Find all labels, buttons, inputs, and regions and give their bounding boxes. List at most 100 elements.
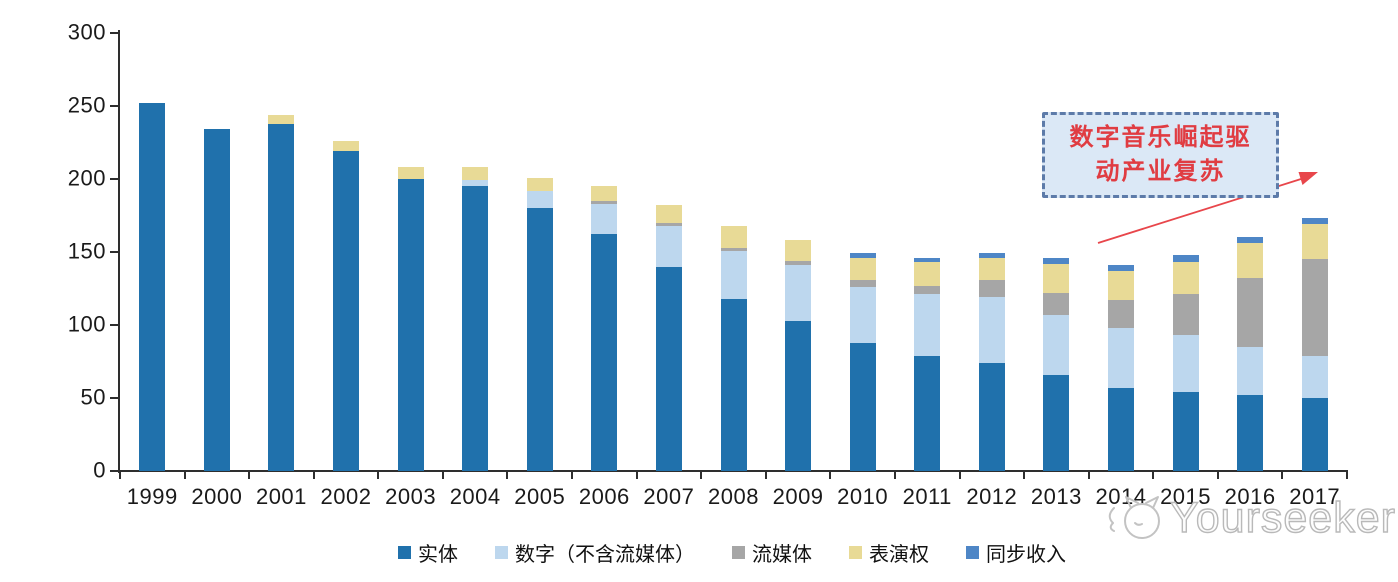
- x-axis-label: 2011: [902, 484, 952, 509]
- legend-label: 实体: [418, 544, 458, 566]
- bar-segment-2006-数字（不含流媒体）: [591, 203, 618, 235]
- legend-swatch-icon: [966, 546, 979, 559]
- x-axis-label: 2006: [578, 484, 630, 509]
- bar-segment-2016-流媒体: [1237, 278, 1264, 347]
- bar-segment-2013-表演权: [1043, 263, 1070, 293]
- bar-segment-2012-实体: [978, 362, 1005, 471]
- x-axis-label: 2007: [643, 484, 695, 509]
- bar-segment-2017-表演权: [1301, 224, 1328, 260]
- bar-segment-2009-实体: [785, 320, 812, 471]
- bar-segment-2005-实体: [526, 208, 553, 471]
- legend-swatch-icon: [495, 546, 508, 559]
- x-axis-label: 2000: [191, 484, 243, 509]
- y-axis: [118, 30, 120, 473]
- bar-segment-2009-流媒体: [785, 260, 812, 266]
- bar-segment-2002-表演权: [333, 141, 360, 152]
- x-axis-label: 2003: [385, 484, 437, 509]
- y-tick-label: 150: [67, 238, 106, 264]
- bar-segment-2008-流媒体: [720, 247, 747, 251]
- bar-segment-2011-数字（不含流媒体）: [914, 294, 941, 356]
- bar-segment-2013-实体: [1043, 374, 1070, 471]
- x-tick: [377, 472, 380, 479]
- bar-segment-2006-流媒体: [591, 200, 618, 204]
- x-axis-label: 2012: [966, 484, 1018, 509]
- bar-segment-2017-同步收入: [1301, 218, 1328, 225]
- legend-item-实体: 实体: [398, 538, 458, 567]
- bar-segment-2015-同步收入: [1172, 254, 1199, 263]
- x-axis-label: 2008: [708, 484, 759, 509]
- x-axis-label: 2013: [1030, 484, 1082, 509]
- chart-legend: 实体 数字（不含流媒体） 流媒体 表演权 同步收入: [398, 538, 1066, 567]
- watermark-text: Yourseeker: [1169, 493, 1396, 542]
- bar-segment-2014-实体: [1107, 387, 1134, 471]
- legend-item-流媒体: 流媒体: [732, 538, 812, 567]
- legend-item-表演权: 表演权: [849, 538, 929, 567]
- x-axis-label: 2015: [1160, 484, 1212, 509]
- bar-segment-2009-数字（不含流媒体）: [785, 265, 812, 321]
- bar-segment-2011-实体: [914, 355, 941, 471]
- bar-segment-2008-表演权: [720, 225, 747, 248]
- y-tick-label: 250: [67, 92, 106, 118]
- x-tick: [312, 472, 315, 479]
- bar-segment-2000-实体: [203, 129, 230, 471]
- x-tick: [893, 472, 896, 479]
- x-axis-label: 2017: [1289, 484, 1341, 509]
- bar-segment-2014-表演权: [1107, 270, 1134, 301]
- bar-segment-2012-同步收入: [978, 253, 1005, 258]
- y-tick: [110, 324, 118, 326]
- y-tick-label: 100: [67, 311, 106, 337]
- bar-segment-2017-实体: [1301, 398, 1328, 471]
- x-tick: [571, 472, 574, 479]
- y-tick: [110, 32, 118, 34]
- y-tick-label: 50: [80, 384, 106, 410]
- y-tick-label: 300: [67, 19, 106, 45]
- watermark: Yourseeker: [1104, 492, 1396, 548]
- bar-segment-2009-表演权: [785, 240, 812, 261]
- x-tick: [1152, 472, 1155, 479]
- x-axis-label: 2005: [514, 484, 566, 509]
- y-tick: [110, 470, 118, 472]
- bar-segment-2011-表演权: [914, 262, 941, 286]
- x-tick: [829, 472, 832, 479]
- bar-segment-2006-实体: [591, 234, 618, 471]
- legend-label: 表演权: [869, 544, 929, 566]
- x-tick: [1023, 472, 1026, 479]
- bar-segment-2005-数字（不含流媒体）: [526, 190, 553, 209]
- legend-label: 数字（不含流媒体）: [515, 544, 695, 566]
- legend-swatch-icon: [849, 546, 862, 559]
- bar-segment-1999-实体: [139, 103, 166, 471]
- x-tick: [958, 472, 961, 479]
- y-tick-label: 200: [67, 165, 106, 191]
- x-axis-label: 2009: [772, 484, 824, 509]
- bar-segment-2016-表演权: [1237, 243, 1264, 279]
- bar-segment-2004-数字（不含流媒体）: [462, 180, 489, 187]
- y-tick: [110, 397, 118, 399]
- x-tick: [441, 472, 444, 479]
- bar-segment-2007-表演权: [655, 205, 682, 223]
- legend-label: 流媒体: [752, 544, 812, 566]
- y-tick-label: 0: [93, 457, 106, 483]
- bar-segment-2003-实体: [397, 179, 424, 471]
- x-tick: [1346, 472, 1348, 479]
- bar-segment-2012-数字（不含流媒体）: [978, 297, 1005, 363]
- x-axis-label: 2010: [837, 484, 889, 509]
- bar-segment-2014-同步收入: [1107, 265, 1134, 271]
- x-axis-label: 1999: [126, 484, 178, 509]
- x-axis-label: 2004: [449, 484, 501, 509]
- y-tick: [110, 105, 118, 107]
- annotation-callout: 数字音乐崛起驱 动产业复苏: [1042, 112, 1279, 198]
- x-axis-label: 2016: [1224, 484, 1276, 509]
- bar-segment-2010-表演权: [849, 257, 876, 280]
- x-axis-label: 2002: [320, 484, 372, 509]
- bar-segment-2004-实体: [462, 186, 489, 471]
- bar-segment-2015-实体: [1172, 392, 1199, 471]
- bar-segment-2014-流媒体: [1107, 300, 1134, 328]
- bar-segment-2010-实体: [849, 342, 876, 471]
- bar-segment-2003-表演权: [397, 167, 424, 179]
- legend-label: 同步收入: [986, 544, 1066, 566]
- bar-segment-2010-流媒体: [849, 279, 876, 288]
- bar-segment-2008-实体: [720, 298, 747, 471]
- bar-segment-2002-实体: [333, 151, 360, 471]
- x-tick: [248, 472, 251, 479]
